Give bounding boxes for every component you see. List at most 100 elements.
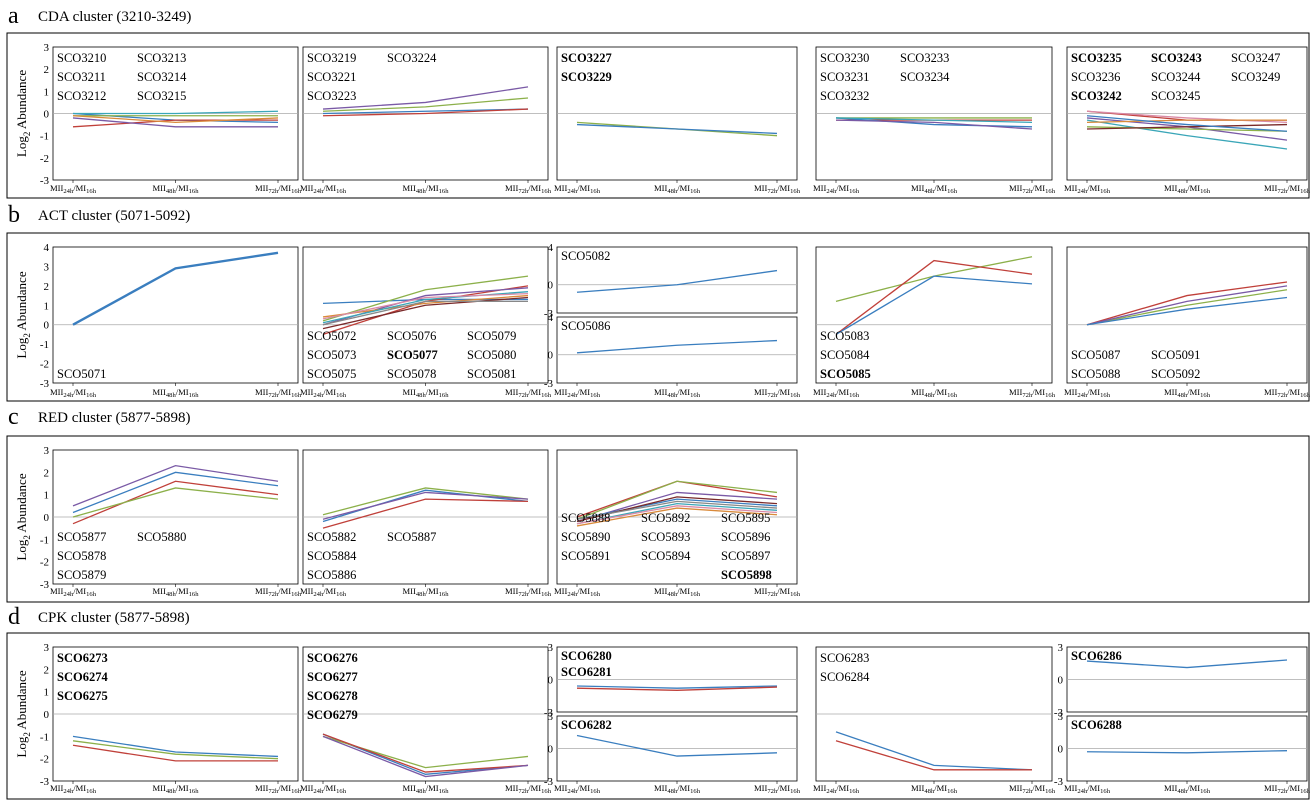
x-tick-label: MII24h/MI16h (1064, 783, 1111, 795)
gene-label: SCO5075 (307, 367, 356, 381)
y-tick-label: 0 (1058, 744, 1064, 756)
y-tick-label: 3 (1058, 642, 1064, 654)
series-line (576, 686, 778, 691)
y-tick-label: 3 (44, 445, 50, 457)
y-tick-label: -3 (40, 579, 50, 591)
gene-label: SCO5897 (721, 549, 770, 563)
series-line (1086, 750, 1288, 754)
y-tick-label: 1 (44, 687, 50, 699)
series-line (322, 285, 529, 336)
panel-c: c RED cluster (5877-5898) Log2 Abundance 3 2… (6, 404, 1310, 603)
series-line (835, 119, 1033, 130)
gene-label: SCO5081 (467, 367, 516, 381)
series-line (322, 108, 529, 115)
panel-letter: d (8, 604, 20, 630)
series-line (322, 292, 529, 320)
y-tick-label: 1 (44, 490, 50, 502)
x-tick-label: MII48h/MI16h (911, 387, 958, 399)
plot-area (1066, 246, 1308, 384)
gene-label: SCO5879 (57, 568, 106, 582)
y-tick-label: -3 (544, 308, 554, 320)
gene-label: SCO5882 (307, 530, 356, 544)
series-line (322, 275, 529, 322)
gene-label: SCO5087 (1071, 348, 1120, 362)
x-tick-label: MII72h/MI16h (1009, 783, 1056, 795)
gene-label: SCO5878 (57, 549, 106, 563)
y-tick-label: 1 (44, 300, 50, 312)
x-tick-label: MII24h/MI16h (1064, 183, 1111, 195)
series-line (1086, 115, 1288, 132)
series-line (1086, 123, 1288, 130)
x-tick-label: MII48h/MI16h (402, 783, 449, 795)
gene-label: SCO5880 (137, 530, 186, 544)
gene-label: SCO5084 (820, 348, 870, 362)
gene-label: SCO6275 (57, 689, 108, 703)
y-tick-label: 0 (44, 709, 50, 721)
x-tick-label: MII72h/MI16h (255, 783, 302, 795)
gene-label: SCO5085 (820, 367, 871, 381)
y-tick-label: 0 (548, 744, 554, 756)
series-line (1086, 289, 1288, 326)
gene-label: SCO6286 (1071, 649, 1122, 663)
y-tick-label: -2 (40, 153, 49, 165)
x-tick-label: MII72h/MI16h (1264, 387, 1311, 399)
series-line (322, 491, 529, 520)
chart-b-2: MII24h/MI16h MII48h/MI16h MII72h/MI16h SCO5… (300, 246, 552, 399)
gene-label: SCO5898 (721, 568, 772, 582)
series-line (835, 117, 1033, 128)
gene-label: SCO6276 (307, 651, 358, 665)
series-line (1086, 296, 1288, 326)
x-tick-label: MII48h/MI16h (1164, 183, 1211, 195)
gene-label: SCO5080 (467, 348, 516, 362)
gene-label: SCO5896 (721, 530, 770, 544)
series-line (322, 733, 529, 773)
x-tick-label: MII72h/MI16h (754, 183, 801, 195)
x-tick-label: MII72h/MI16h (754, 387, 801, 399)
gene-label: SCO5092 (1151, 367, 1200, 381)
gene-label: SCO5086 (561, 319, 610, 333)
x-tick-label: MII24h/MI16h (813, 183, 860, 195)
x-tick-label: MII48h/MI16h (152, 387, 199, 399)
gene-label: SCO5877 (57, 530, 106, 544)
series-line (322, 294, 529, 318)
gene-label: SCO3249 (1231, 70, 1280, 84)
gene-label: SCO5076 (387, 329, 436, 343)
x-tick-label: MII48h/MI16h (1164, 783, 1211, 795)
series-line (322, 735, 529, 778)
x-tick-label: MII48h/MI16h (911, 783, 958, 795)
gene-label: SCO6274 (57, 670, 108, 684)
gene-label: SCO3212 (57, 89, 106, 103)
gene-label: SCO5088 (1071, 367, 1120, 381)
y-tick-label: 2 (44, 467, 50, 479)
x-tick-label: MII24h/MI16h (300, 586, 347, 598)
y-tick-label: 3 (1058, 711, 1064, 723)
series-line (1086, 285, 1288, 326)
gene-label: SCO3235 (1071, 51, 1122, 65)
x-tick-label: MII72h/MI16h (255, 387, 302, 399)
gene-label: SCO5083 (820, 329, 869, 343)
series-line (1086, 126, 1288, 132)
y-tick-label: -3 (40, 378, 50, 390)
y-axis-label: Log2 Abundance (14, 70, 32, 157)
y-tick-label: 0 (44, 109, 50, 121)
panel-frame (6, 232, 1310, 402)
gene-label: SCO6288 (1071, 718, 1122, 732)
panel-frame (6, 435, 1310, 603)
x-tick-label: MII48h/MI16h (152, 586, 199, 598)
x-tick-label: MII48h/MI16h (654, 586, 701, 598)
y-tick-label: 1 (44, 86, 50, 98)
gene-label: SCO5077 (387, 348, 438, 362)
panel-title: CDA cluster (3210-3249) (38, 9, 191, 25)
gene-label: SCO3231 (820, 70, 869, 84)
gene-label: SCO3227 (561, 51, 612, 65)
gene-label: SCO3223 (307, 89, 356, 103)
chart-b-5: MII24h/MI16h MII48h/MI16h MII72h/MI16h SCO5… (1064, 246, 1311, 399)
gene-label: SCO3219 (307, 51, 356, 65)
x-tick-label: MII72h/MI16h (505, 783, 552, 795)
y-tick-label: 3 (44, 642, 50, 654)
series-line (576, 498, 778, 520)
